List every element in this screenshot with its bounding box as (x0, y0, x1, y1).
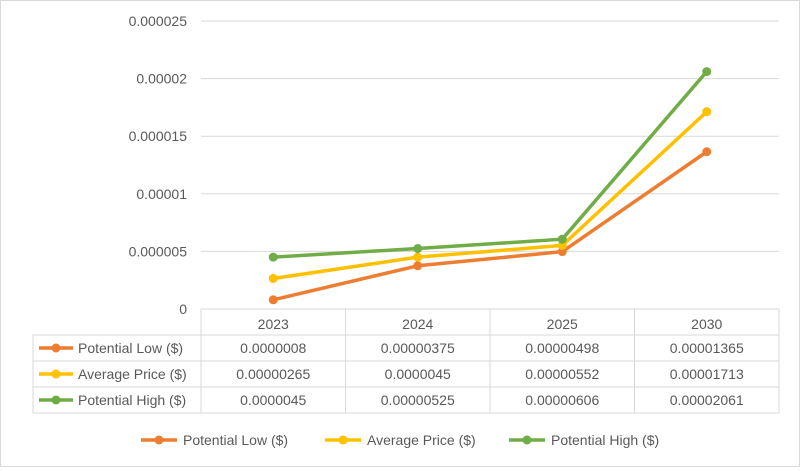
table-cell-value: 0.00000265 (236, 366, 310, 382)
data-table: 2023 2024 2025 2030 Potential Low ($) 0.00000… (32, 308, 780, 414)
table-legend-key (51, 395, 61, 405)
legend-label: Average Price ($) (367, 432, 476, 448)
category-label: 2024 (402, 316, 433, 332)
data-point (413, 261, 423, 271)
table-cell-value: 0.00000375 (381, 340, 455, 356)
data-point (702, 67, 712, 77)
data-point (268, 273, 278, 283)
y-tick-label: 0.00001 (136, 186, 187, 202)
series-line (271, 109, 709, 281)
series-line (271, 69, 709, 259)
table-cell-value: 0.0000045 (385, 366, 451, 382)
data-point (413, 244, 423, 254)
data-point (702, 147, 712, 157)
y-tick-label: 0.000005 (129, 243, 188, 259)
table-cell-value: 0.00002061 (670, 392, 744, 408)
data-point (413, 252, 423, 262)
table-cell-value: 0.00000525 (381, 392, 455, 408)
table-cell-value: 0.00001365 (670, 340, 744, 356)
table-cell-value: 0.0000045 (240, 392, 306, 408)
category-label: 2023 (258, 316, 289, 332)
table-cell-value: 0.0000008 (240, 340, 306, 356)
table-row-label: Potential High ($) (78, 392, 186, 408)
y-tick-label: 0 (179, 301, 187, 317)
table-cell-value: 0.00001713 (670, 366, 744, 382)
data-point (557, 247, 567, 257)
y-tick-label: 0.00002 (136, 71, 187, 87)
y-tick-label: 0.000025 (129, 13, 188, 29)
table-cell-value: 0.00000552 (525, 366, 599, 382)
category-label: 2030 (691, 316, 722, 332)
legend: Potential Low ($) Average Price ($) Potent… (141, 432, 659, 448)
gridlines (201, 20, 779, 252)
legend-label: Potential High ($) (551, 432, 659, 448)
category-label: 2025 (547, 316, 578, 332)
data-point (268, 252, 278, 262)
legend-key (338, 435, 348, 445)
table-row-label: Average Price ($) (78, 366, 187, 382)
series-line (271, 150, 709, 302)
legend-key (154, 435, 164, 445)
data-point (557, 240, 567, 250)
y-axis-tick-labels: 0 0.000005 0.00001 0.000015 0.00002 0.000025 (129, 13, 188, 317)
table-legend-key (51, 369, 61, 379)
table-row-label: Potential Low ($) (78, 340, 183, 356)
table-legend-key (51, 343, 61, 353)
legend-label: Potential Low ($) (183, 432, 288, 448)
data-point (268, 295, 278, 305)
data-point (702, 107, 712, 117)
y-tick-label: 0.000015 (129, 128, 188, 144)
legend-key (522, 435, 532, 445)
series-lines (268, 67, 712, 305)
data-point (557, 234, 567, 244)
table-cell-value: 0.00000498 (525, 340, 599, 356)
table-cell-value: 0.00000606 (525, 392, 599, 408)
